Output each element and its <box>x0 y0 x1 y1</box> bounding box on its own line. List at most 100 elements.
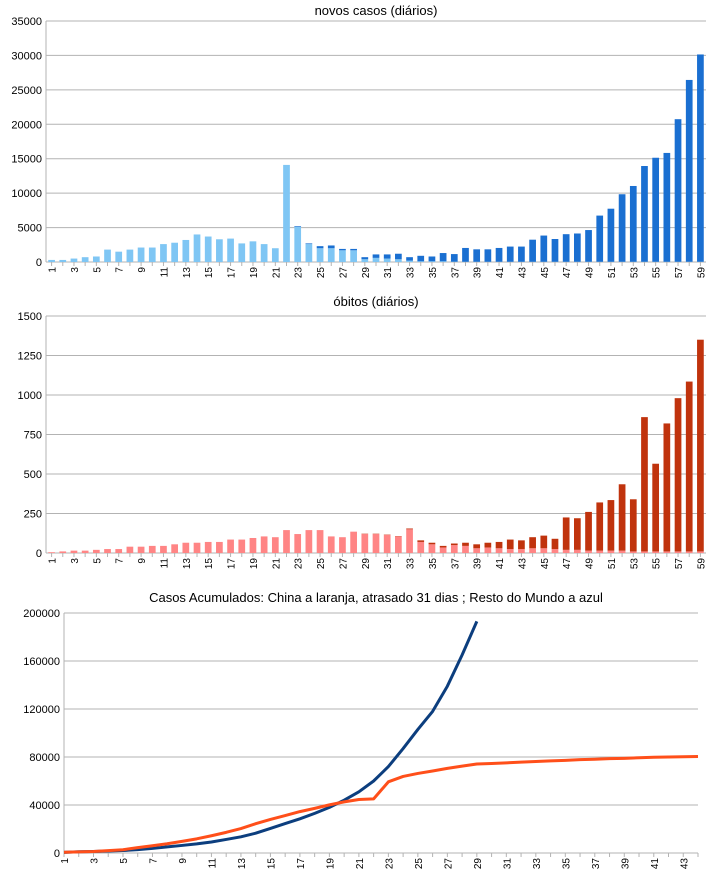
bar <box>652 463 660 552</box>
x-tick-label: 39 <box>473 558 484 570</box>
x-tick-label: 31 <box>383 267 394 279</box>
x-tick-label: 39 <box>473 267 484 279</box>
bar <box>473 544 481 549</box>
bar <box>540 548 548 553</box>
bar <box>473 548 481 553</box>
y-tick-label: 0 <box>36 257 42 269</box>
x-tick-label: 37 <box>591 858 602 870</box>
bar <box>674 398 682 552</box>
bar <box>238 243 246 262</box>
bar <box>574 518 581 550</box>
bar <box>618 484 626 551</box>
bar <box>697 551 704 553</box>
y-tick-label: 10000 <box>11 188 42 200</box>
bar <box>260 244 268 262</box>
bar <box>148 545 156 553</box>
bar <box>596 215 604 262</box>
bar <box>92 549 100 553</box>
x-tick-label: 39 <box>620 858 631 870</box>
bar <box>327 245 335 249</box>
x-tick-label: 5 <box>92 558 103 564</box>
line-series <box>63 755 699 854</box>
bar <box>70 258 78 262</box>
y-tick-label: 25000 <box>11 85 42 97</box>
bar <box>59 259 67 262</box>
y-tick-label: 0 <box>54 848 60 860</box>
bar <box>339 250 346 262</box>
bar <box>674 551 682 553</box>
x-tick-label: 3 <box>70 558 81 564</box>
y-tick-label: 35000 <box>11 16 42 28</box>
bar <box>450 543 458 546</box>
bar <box>484 249 492 262</box>
bar <box>350 248 357 251</box>
bar <box>596 502 604 551</box>
x-tick-label: 27 <box>338 267 349 279</box>
x-tick-label: 41 <box>650 858 661 870</box>
x-tick-label: 17 <box>296 858 307 870</box>
y-tick-label: 5000 <box>18 223 42 235</box>
line-series <box>63 620 479 854</box>
bar <box>316 248 324 262</box>
bar <box>607 208 615 262</box>
bar <box>171 242 178 262</box>
chart-title: óbitos (diários) <box>333 294 418 309</box>
x-tick-label: 21 <box>271 558 282 570</box>
x-tick-label: 27 <box>338 558 349 570</box>
y-tick-label: 1000 <box>18 390 42 402</box>
bar <box>126 546 134 553</box>
chart-title: novos casos (diários) <box>315 3 438 18</box>
y-tick-label: 1250 <box>18 351 42 363</box>
x-tick-label: 7 <box>115 267 126 273</box>
x-tick-label: 35 <box>428 558 439 570</box>
x-tick-label: 51 <box>607 558 618 570</box>
x-tick-label: 25 <box>316 267 327 279</box>
x-tick-label: 45 <box>540 558 551 570</box>
x-tick-label: 15 <box>204 267 215 279</box>
x-tick-label: 13 <box>182 558 193 570</box>
bar <box>450 545 458 553</box>
bar <box>104 249 111 262</box>
bar <box>305 244 313 262</box>
bar <box>574 549 581 553</box>
bar <box>48 259 55 262</box>
bar <box>305 243 313 245</box>
bar <box>182 542 190 553</box>
bar <box>204 236 212 262</box>
x-tick-label: 15 <box>204 558 215 570</box>
x-tick-label: 35 <box>428 267 439 279</box>
bar <box>260 536 268 553</box>
bar <box>249 241 257 262</box>
y-tick-label: 120000 <box>23 704 60 716</box>
x-tick-label: 7 <box>115 558 126 564</box>
bar <box>216 541 223 553</box>
bar <box>697 54 704 262</box>
bar <box>674 119 682 262</box>
bar <box>81 550 89 553</box>
bar <box>518 540 525 550</box>
bar <box>227 238 234 262</box>
x-tick-label: 29 <box>361 558 372 570</box>
bar <box>562 517 570 550</box>
bar <box>193 542 201 553</box>
x-tick-label: 45 <box>540 267 551 279</box>
x-tick-label: 17 <box>227 558 238 570</box>
x-tick-label: 19 <box>325 858 336 870</box>
bar <box>607 550 615 553</box>
x-tick-label: 41 <box>495 558 506 570</box>
bar <box>238 539 246 553</box>
x-tick-label: 19 <box>249 267 260 279</box>
x-tick-label: 11 <box>159 558 170 569</box>
bar <box>551 239 559 262</box>
bar <box>574 233 581 262</box>
bar <box>361 257 369 260</box>
bar <box>126 249 134 262</box>
bar <box>685 381 693 552</box>
bar <box>350 531 357 553</box>
y-tick-label: 80000 <box>29 752 60 764</box>
x-tick-label: 47 <box>562 267 573 279</box>
bar <box>81 257 89 262</box>
x-tick-label: 53 <box>629 267 640 279</box>
bar <box>406 257 413 261</box>
